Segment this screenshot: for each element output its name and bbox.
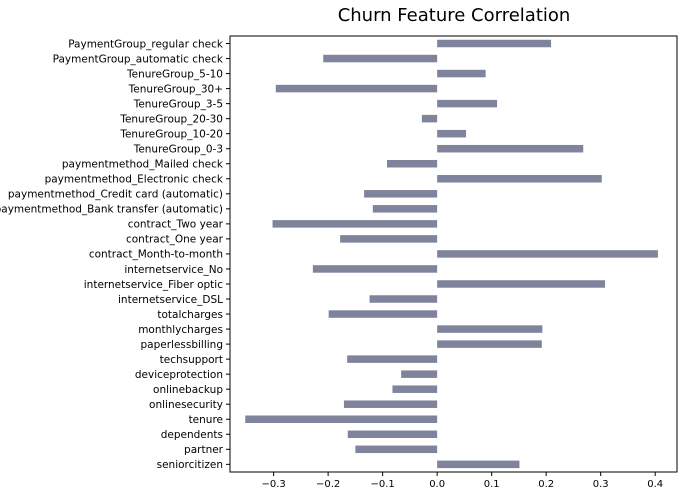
y-axis: PaymentGroup_regular check PaymentGroup_a… [0, 38, 230, 471]
bar-paperlessbilling [437, 340, 542, 348]
category-label: internetservice_DSL [118, 294, 223, 306]
bar-paymentmethod-credit-card-automatic [364, 190, 438, 198]
category-label: internetservice_No [124, 264, 223, 276]
bar-internetservice-fiber-optic [437, 280, 606, 288]
x-tick-label: −0.1 [370, 479, 394, 490]
x-tick-label: 0.0 [429, 479, 445, 490]
bar-contract-one-year [340, 235, 438, 243]
bar-onlinesecurity [343, 400, 438, 408]
category-label: internetservice_Fiber optic [84, 279, 223, 291]
bar-tenuregroup-5-10 [437, 69, 486, 78]
bar-tenuregroup-0-3 [437, 144, 584, 153]
x-tick-label: 0.2 [538, 479, 554, 490]
bar-internetservice-dsl [369, 295, 438, 303]
bar-contract-month-to-month [437, 250, 658, 258]
category-label: paperlessbilling [140, 339, 223, 351]
bars-group [245, 39, 658, 469]
bar-tenuregroup-20-30 [421, 114, 438, 123]
category-label: contract_Two year [128, 219, 224, 231]
x-tick-label: 0.4 [647, 479, 663, 490]
category-label: partner [184, 444, 224, 456]
x-tick-label: −0.2 [316, 479, 340, 490]
x-axis: −0.3 −0.2 −0.1 0.0 0.1 0.2 0.3 0.4 [261, 472, 663, 490]
x-tick-label: −0.3 [261, 479, 285, 490]
bar-onlinebackup [392, 385, 438, 393]
bar-paymentgroup-regular-check [437, 39, 552, 48]
category-label: totalcharges [157, 309, 223, 321]
bar-tenuregroup-30 [275, 84, 438, 93]
bar-dependents [347, 430, 438, 439]
bar-tenuregroup-3-5 [437, 99, 498, 108]
bar-internetservice-no [312, 265, 438, 273]
category-label: monthlycharges [138, 324, 223, 336]
bar-deviceprotection [401, 370, 438, 378]
category-label: seniorcitizen [157, 459, 223, 471]
category-label: TenureGroup_0-3 [133, 144, 223, 156]
category-label: PaymentGroup_automatic check [53, 53, 224, 65]
bar-paymentmethod-electronic-check [437, 175, 602, 183]
category-label: techsupport [160, 354, 223, 366]
category-label: contract_One year [126, 234, 224, 246]
chart-title: Churn Feature Correlation [338, 5, 571, 26]
category-label: TenureGroup_3-5 [133, 98, 223, 110]
x-tick-label: 0.3 [593, 479, 609, 490]
category-label: PaymentGroup_regular check [68, 38, 224, 50]
bar-paymentgroup-automatic-check [323, 54, 438, 63]
category-label: tenure [189, 414, 223, 426]
bar-contract-two-year [272, 220, 438, 228]
category-label: paymentmethod_Credit card (automatic) [8, 189, 223, 201]
category-label: TenureGroup_20-30 [119, 113, 223, 125]
category-label: onlinesecurity [149, 399, 223, 411]
category-label: TenureGroup_10-20 [119, 128, 223, 140]
category-label: deviceprotection [135, 369, 223, 381]
bar-paymentmethod-bank-transfer-automatic [372, 205, 438, 213]
bar-totalcharges [328, 310, 438, 318]
category-label: contract_Month-to-month [89, 249, 223, 261]
bar-tenuregroup-10-20 [437, 129, 467, 138]
bar-monthlycharges [437, 325, 543, 333]
bar-partner [355, 445, 438, 454]
category-label: paymentmethod_Electronic check [45, 174, 224, 186]
x-tick-label: 0.1 [484, 479, 500, 490]
bar-seniorcitizen [437, 460, 520, 469]
category-label: TenureGroup_30+ [128, 83, 223, 95]
bar-tenure [245, 415, 438, 423]
bar-paymentmethod-mailed-check [386, 159, 438, 168]
category-label: paymentmethod_Bank transfer (automatic) [0, 204, 223, 216]
category-label: onlinebackup [153, 384, 223, 396]
bar-techsupport [347, 355, 438, 363]
category-label: dependents [161, 429, 223, 441]
category-label: TenureGroup_5-10 [126, 68, 223, 80]
category-label: paymentmethod_Mailed check [62, 159, 224, 171]
